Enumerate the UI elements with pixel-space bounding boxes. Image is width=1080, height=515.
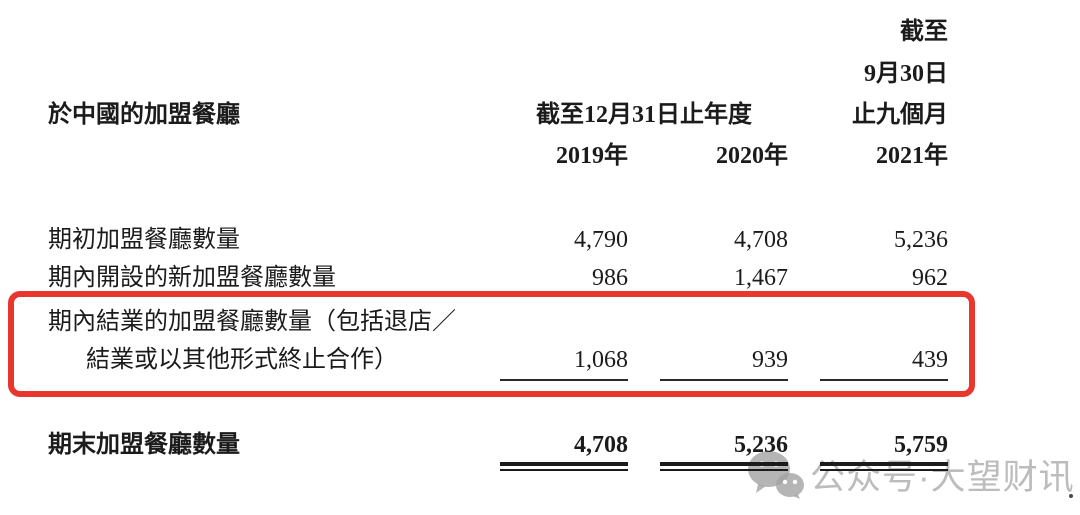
row-label-line1: 期內結業的加盟餐廳數量（包括退店／ bbox=[48, 309, 456, 335]
cell-2021: 5,236 bbox=[894, 227, 948, 253]
cell-2020: 1,467 bbox=[734, 265, 788, 291]
row-label: 期末加盟餐廳數量 bbox=[48, 432, 240, 458]
cell-2020: 5,236 bbox=[734, 432, 788, 458]
col3-header-line1: 截至 bbox=[900, 19, 948, 45]
cell-2019: 986 bbox=[592, 265, 628, 291]
year-2019: 2019年 bbox=[556, 143, 628, 169]
year-2021: 2021年 bbox=[876, 143, 948, 169]
year-2020: 2020年 bbox=[716, 143, 788, 169]
row-label: 期初加盟餐廳數量 bbox=[48, 227, 240, 253]
cell-2021: 962 bbox=[912, 265, 948, 291]
row-label: 期內開設的新加盟餐廳數量 bbox=[48, 265, 336, 291]
cell-2019: 4,790 bbox=[574, 227, 628, 253]
cell-2019: 1,068 bbox=[574, 347, 628, 373]
table-row-total: 期末加盟餐廳數量 4,708 5,236 5,759 bbox=[48, 431, 948, 459]
cell-2019: 4,708 bbox=[574, 432, 628, 458]
col3-header-line2: 9月30日 bbox=[864, 61, 948, 87]
row-label-line2: 結業或以其他形式終止合作） bbox=[86, 347, 398, 373]
table-title: 於中國的加盟餐廳 bbox=[48, 102, 240, 128]
table-row-highlighted: 結業或以其他形式終止合作） 1,068 939 439 bbox=[48, 346, 948, 374]
period-dot bbox=[1069, 494, 1073, 498]
table-row-highlighted: 期內結業的加盟餐廳數量（包括退店／ bbox=[48, 308, 948, 336]
subtotal-rule-col1 bbox=[500, 379, 628, 381]
header-row: 於中國的加盟餐廳 截至12月31日止年度 止九個月 bbox=[48, 101, 948, 129]
total-double-rule-col2 bbox=[660, 462, 788, 471]
cell-2021: 439 bbox=[912, 347, 948, 373]
total-double-rule-col3 bbox=[820, 462, 948, 471]
table-row: 期初加盟餐廳數量 4,790 4,708 5,236 bbox=[48, 226, 948, 254]
year-header-row: 2019年 2020年 2021年 bbox=[48, 142, 948, 170]
cell-2020: 4,708 bbox=[734, 227, 788, 253]
total-double-rule-col1 bbox=[500, 462, 628, 471]
highlight-box bbox=[8, 291, 975, 397]
table-row: 期內開設的新加盟餐廳數量 986 1,467 962 bbox=[48, 264, 948, 292]
cell-2020: 939 bbox=[752, 347, 788, 373]
subtotal-rule-col2 bbox=[660, 379, 788, 381]
subtotal-rule-col3 bbox=[820, 379, 948, 381]
col-group-header: 截至12月31日止年度 bbox=[536, 102, 752, 128]
cell-2021: 5,759 bbox=[894, 432, 948, 458]
col3-header-line3: 止九個月 bbox=[852, 102, 948, 128]
